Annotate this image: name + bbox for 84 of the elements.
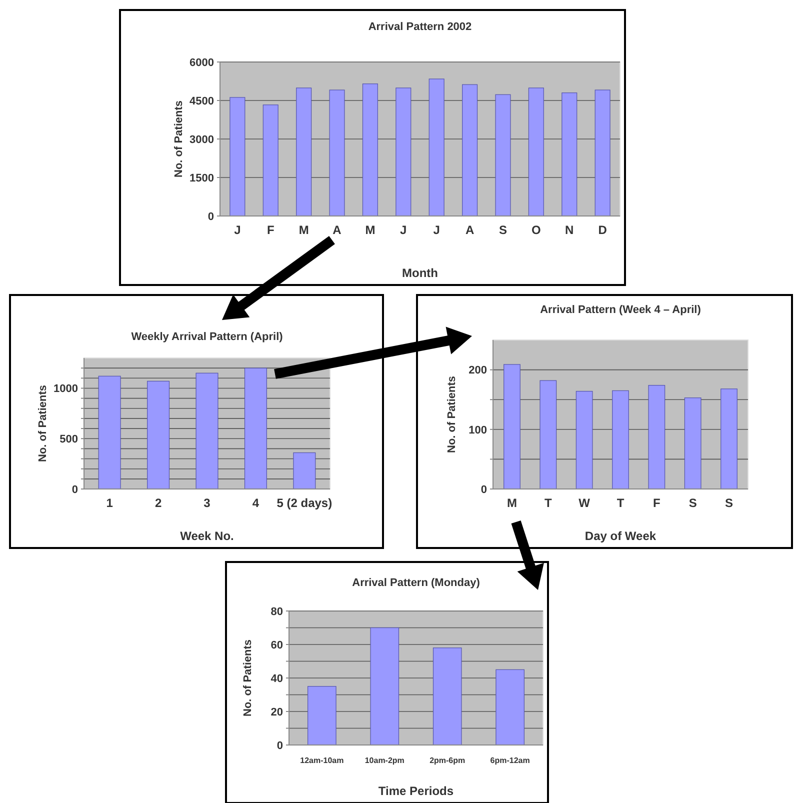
bar (720, 388, 738, 490)
y-tick-label: 3000 (190, 134, 214, 146)
bar (594, 90, 610, 216)
y-axis-title: No. of Patients (173, 100, 185, 178)
x-tick-label: M (506, 496, 517, 510)
x-tick-label: A (332, 223, 342, 237)
y-tick-label: 20 (270, 706, 283, 718)
y-axis-title: No. of Patients (446, 376, 458, 454)
bar (329, 90, 345, 216)
y-axis-title: No. of Patients (242, 639, 254, 717)
x-tick-label: 10am-2pm (364, 756, 404, 765)
y-tick-label: 1000 (54, 383, 78, 396)
bar (396, 88, 412, 216)
bar (98, 376, 121, 490)
y-tick-label: 500 (60, 433, 78, 446)
x-tick-label: J (234, 223, 241, 237)
x-tick-label: A (465, 223, 474, 237)
bar (432, 648, 462, 746)
x-tick-label: S (688, 496, 697, 510)
x-tick-label: F (266, 223, 274, 237)
x-tick-label: S (498, 223, 507, 237)
y-tick-label: 1500 (190, 172, 214, 184)
bar (496, 669, 524, 746)
x-tick-label: 12am-10am (300, 756, 344, 765)
bar (684, 398, 702, 490)
chart-title: Arrival Pattern 2002 (368, 21, 472, 33)
bar (308, 686, 336, 746)
bar (196, 372, 218, 490)
bar (462, 84, 478, 216)
bar (504, 364, 520, 490)
x-tick-label: J (400, 223, 407, 237)
x-tick-label: 5 (2 days) (276, 496, 332, 510)
bar (147, 380, 170, 490)
x-tick-label: 2 (154, 496, 162, 510)
bar (362, 84, 378, 216)
y-tick-label: 200 (468, 364, 487, 377)
x-tick-label: M (298, 223, 309, 237)
y-tick-label: 100 (468, 424, 487, 436)
bar (648, 384, 666, 490)
chart-title: Weekly Arrival Pattern (April) (131, 331, 284, 343)
x-tick-label: M (365, 223, 376, 237)
y-tick-label: 0 (480, 484, 487, 496)
y-tick-label: 4500 (190, 95, 214, 108)
bar (528, 88, 544, 216)
chart-title: Arrival Pattern (Week 4 – April) (540, 304, 702, 316)
y-tick-label: 80 (270, 606, 283, 618)
y-tick-label: 40 (270, 672, 283, 685)
x-tick-label: N (565, 223, 574, 237)
chart-title: Arrival Pattern (Monday) (352, 577, 480, 589)
x-axis-title: Day of Week (584, 529, 656, 543)
x-tick-label: 4 (252, 496, 260, 510)
y-tick-label: 0 (276, 740, 283, 752)
bar (612, 390, 629, 490)
bar (262, 104, 278, 216)
x-axis-title: Month (402, 266, 438, 280)
bar (293, 452, 316, 490)
y-tick-label: 0 (72, 484, 78, 496)
bar (562, 92, 578, 216)
x-axis-title: Week No. (180, 529, 234, 543)
x-tick-label: T (544, 496, 552, 510)
x-tick-label: O (532, 223, 541, 237)
x-tick-label: 6pm-12am (490, 756, 530, 765)
x-axis-title: Time Periods (378, 784, 454, 798)
y-tick-label: 0 (208, 210, 214, 223)
y-axis-title: No. of Patients (37, 384, 49, 462)
x-tick-label: 2pm-6pm (430, 756, 466, 765)
bar (370, 627, 400, 746)
x-tick-label: W (578, 496, 591, 510)
x-tick-label: S (725, 496, 734, 510)
bar (576, 390, 593, 490)
y-tick-label: 60 (270, 639, 283, 652)
bar (428, 78, 444, 216)
bar (244, 368, 267, 490)
x-tick-label: 1 (106, 496, 114, 510)
bar (296, 88, 312, 216)
y-tick-label: 6000 (190, 56, 214, 69)
x-tick-label: T (616, 496, 625, 510)
x-tick-label: D (598, 223, 608, 237)
x-tick-label: F (653, 496, 660, 510)
x-tick-label: J (433, 223, 440, 237)
bar (540, 380, 557, 490)
bar (230, 97, 246, 216)
x-tick-label: 3 (204, 496, 211, 510)
bar (495, 94, 511, 216)
